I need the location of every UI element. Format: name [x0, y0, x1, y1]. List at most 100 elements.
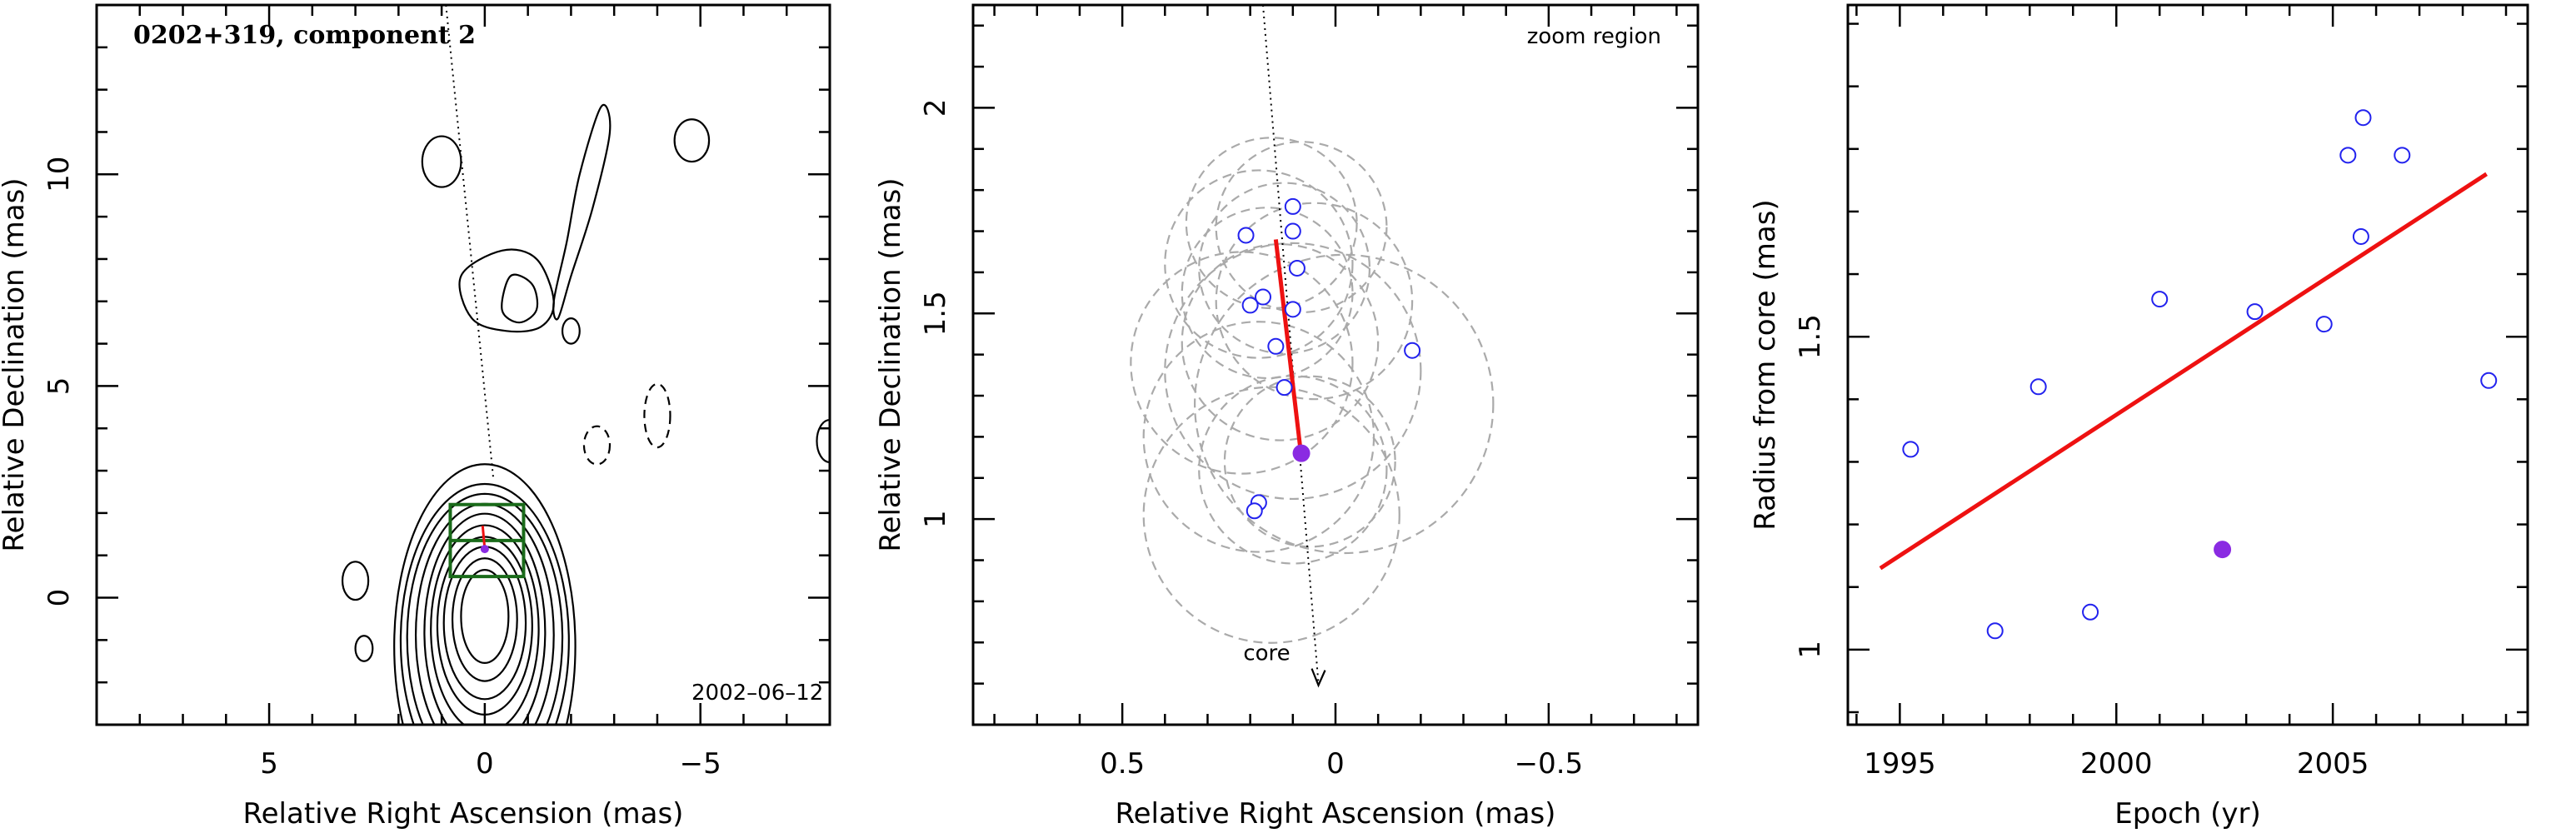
uncertainty-circle — [1181, 243, 1380, 441]
data-point — [2029, 378, 2047, 396]
data-point — [2480, 372, 2498, 389]
panel0-contours — [341, 103, 830, 725]
data-point — [2339, 147, 2357, 164]
panel1-ticks: 0.5 0 −0.5 1 1.5 2 — [919, 5, 1698, 781]
panel1-frame — [971, 3, 1700, 726]
fit-line — [1879, 172, 2488, 571]
data-point — [1237, 227, 1255, 244]
data-point — [2246, 303, 2264, 321]
panel2-y-axis-label: Radius from core (mas) — [1749, 199, 1782, 530]
data-point — [1902, 441, 1920, 458]
positive-contour-island — [354, 635, 374, 662]
uncertainty-circle — [1215, 141, 1388, 314]
y-tick-label: 0 — [42, 589, 76, 607]
panel1-y-axis-label: Relative Declination (mas) — [874, 177, 907, 551]
panel0-date-annotation: 2002–06–12 — [691, 681, 823, 706]
positive-contour-island — [341, 561, 370, 601]
data-point — [1404, 342, 1421, 359]
core-contour — [399, 482, 570, 725]
x-tick-label: −5 — [680, 747, 721, 781]
fit-line — [1273, 239, 1304, 458]
data-point — [2352, 227, 2369, 245]
y-tick-label: 1.5 — [1794, 314, 1827, 359]
uncertainty-circle — [1164, 169, 1354, 359]
panel1-uncertainty-circles — [1130, 137, 1495, 644]
panel1-x-axis-label: Relative Right Ascension (mas) — [1116, 797, 1556, 831]
panel2-x-axis-label: Epoch (yr) — [2114, 797, 2261, 831]
panel0-ticks: 5 0 −5 0 5 10 — [42, 3, 831, 781]
negative-contour-island — [643, 382, 671, 449]
uncertainty-circle — [1198, 375, 1388, 565]
highlight-point — [2214, 541, 2232, 559]
uncertainty-circle — [1181, 207, 1354, 380]
panel0-title: 0202+319, component 2 — [133, 21, 476, 50]
x-tick-label: 0 — [476, 747, 494, 781]
x-tick-label: 1995 — [1864, 747, 1936, 781]
data-point — [2354, 109, 2372, 127]
uncertainty-circle — [1164, 242, 1422, 501]
y-tick-label: 5 — [42, 377, 76, 396]
core-contour — [406, 492, 564, 725]
data-point — [1288, 259, 1305, 277]
panel-zoom-region: 0.5 0 −0.5 1 1.5 2 zoom region core Relative … — [874, 3, 1700, 831]
core-contour — [423, 512, 547, 725]
x-tick-label: 0.5 — [1100, 747, 1145, 781]
panel2-ticks: 1995 2000 2005 1 1.5 — [1794, 5, 2528, 781]
uncertainty-circle — [1194, 253, 1495, 555]
data-point — [1284, 222, 1301, 240]
x-tick-label: 2000 — [2080, 747, 2153, 781]
panel0-y-axis-label: Relative Declination (mas) — [0, 177, 31, 551]
x-tick-label: 0 — [1326, 747, 1345, 781]
y-tick-label: 1 — [919, 510, 952, 528]
y-tick-label: 10 — [42, 157, 76, 192]
uncertainty-circle — [1130, 251, 1354, 475]
core-contour — [451, 557, 518, 682]
jet-contour — [501, 273, 539, 324]
data-point — [2151, 291, 2169, 308]
uncertainty-circle — [1198, 182, 1371, 355]
core-contour — [460, 568, 510, 664]
x-tick-label: −0.5 — [1515, 747, 1584, 781]
uncertainty-circle — [1142, 386, 1400, 644]
core-contour — [393, 463, 577, 725]
panel-contour-map: 5 0 −5 0 5 10 0202+319, component 2 2002–06–1… — [0, 3, 831, 831]
data-point — [1284, 197, 1301, 215]
x-tick-label: 2005 — [2297, 747, 2369, 781]
y-tick-label: 2 — [919, 99, 952, 117]
data-point — [2315, 316, 2333, 333]
panel1-jet-axis — [1262, 4, 1326, 688]
data-point — [1986, 622, 2004, 640]
panel0-x-axis-label: Relative Right Ascension (mas) — [243, 797, 684, 831]
core-contour — [430, 524, 540, 725]
data-point — [2394, 147, 2411, 164]
jet-contour — [458, 248, 555, 333]
data-point — [1276, 379, 1293, 397]
panel0-zoom-box — [448, 502, 526, 579]
negative-contour-island — [582, 425, 612, 466]
data-point — [1267, 337, 1285, 355]
panel0-frame — [95, 3, 831, 726]
uncertainty-circle — [1215, 202, 1414, 401]
positive-contour-island — [561, 317, 581, 345]
highlight-point — [1292, 444, 1310, 462]
y-tick-label: 1.5 — [919, 291, 952, 336]
uncertainty-circle — [1223, 375, 1396, 548]
panel2-fit-line — [1879, 172, 2488, 571]
panel1-points — [1237, 197, 1421, 520]
jet-contour — [552, 103, 612, 321]
panel2-frame — [1846, 3, 2529, 726]
panel1-zoom-annotation: zoom region — [1527, 24, 1661, 49]
panel2-points — [1902, 109, 2498, 640]
positive-contour-island — [421, 135, 462, 188]
data-point — [2082, 603, 2099, 621]
data-point — [1255, 288, 1271, 306]
zoom-highlight-marker — [480, 545, 489, 554]
panel1-fit-line — [1273, 239, 1304, 458]
x-tick-label: 5 — [260, 747, 278, 781]
jet-axis-line — [445, 4, 495, 480]
panel-radius-vs-epoch: 1995 2000 2005 1 1.5 Epoch (yr) Radius from … — [1749, 3, 2529, 831]
data-point — [1284, 301, 1301, 318]
panel1-core-label: core — [1243, 641, 1290, 666]
jet-axis-arrowhead — [1310, 668, 1326, 688]
